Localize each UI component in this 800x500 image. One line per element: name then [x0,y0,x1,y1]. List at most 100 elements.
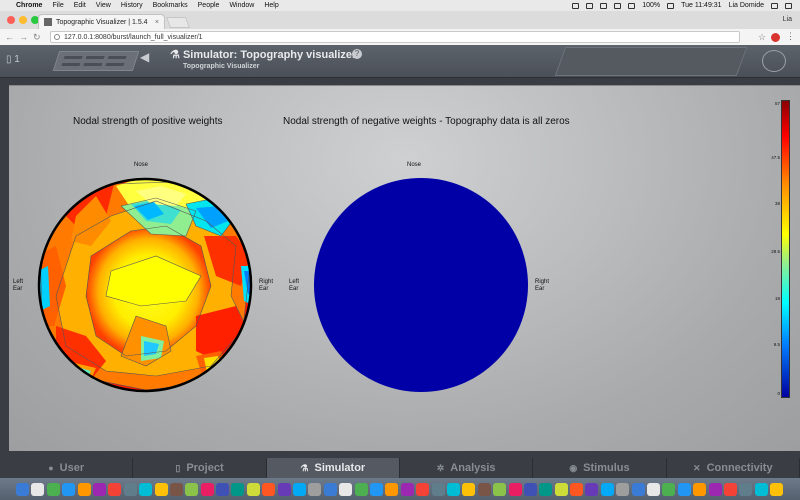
dock-app-icon[interactable] [354,482,368,496]
close-window-button[interactable] [7,16,15,24]
new-tab-button[interactable] [165,17,191,28]
site-info-icon[interactable] [54,34,60,40]
left-ear-label-left: Left Ear [13,279,24,292]
menu-edit[interactable]: Edit [73,2,86,9]
notification-center-icon[interactable] [785,2,792,9]
menu-view[interactable]: View [95,2,111,9]
dock-app-icon[interactable] [477,482,491,496]
dock-app-icon[interactable] [277,482,291,496]
dock-app-icon[interactable] [108,482,122,496]
dock-app-icon[interactable] [693,482,707,496]
dock-app-icon[interactable] [462,482,476,496]
colorbar [781,100,790,398]
menu-window[interactable]: Window [229,2,255,9]
dock-app-icon[interactable] [708,482,722,496]
spotlight-icon[interactable] [771,2,778,9]
dock-app-icon[interactable] [723,482,737,496]
dock-app-icon[interactable] [431,482,445,496]
dock-app-icon[interactable] [662,482,676,496]
dock-app-icon[interactable] [123,482,137,496]
project-toolbar[interactable] [52,51,140,71]
dock-app-icon[interactable] [62,482,76,496]
dock-app-icon[interactable] [200,482,214,496]
dock-app-icon[interactable] [339,482,353,496]
dock-app-icon[interactable] [739,482,753,496]
clock[interactable]: Tue 11:49:31 [681,2,722,9]
nav-user[interactable]: ● User [0,458,134,478]
minimize-window-button[interactable] [19,16,27,24]
dock-app-icon[interactable] [677,482,691,496]
reload-icon[interactable]: ↻ [33,32,41,42]
dock-app-icon[interactable] [139,482,153,496]
dock-app-icon[interactable] [92,482,106,496]
dock-app-icon[interactable] [385,482,399,496]
dock-app-icon[interactable] [293,482,307,496]
menu-file[interactable]: File [52,2,64,9]
dock-app-icon[interactable] [77,482,91,496]
chrome-menu-icon[interactable]: ⋮ [786,31,795,41]
forward-arrow-icon[interactable]: → [19,32,28,42]
dock-app-icon[interactable] [539,482,553,496]
status-icon[interactable] [586,2,594,9]
dock-app-icon[interactable] [323,482,337,496]
dock-app-icon[interactable] [154,482,168,496]
dock-app-icon[interactable] [493,482,507,496]
tray-icon[interactable] [600,2,608,9]
menubar-user[interactable]: Lia Domide [728,2,764,9]
dock-app-icon[interactable] [262,482,276,496]
wifi-icon[interactable] [614,2,622,9]
dock-app-icon[interactable] [446,482,460,496]
dock-app-icon[interactable] [616,482,630,496]
nav-project[interactable]: ▯ Project [133,458,267,478]
dock-app-icon[interactable] [523,482,537,496]
dock-app-icon[interactable] [631,482,645,496]
dock-app-icon[interactable] [231,482,245,496]
back-arrow-icon[interactable]: ◀ [140,50,150,64]
help-icon[interactable]: ? [352,49,362,59]
project-number: 1 [14,54,20,65]
dock-app-icon[interactable] [570,482,584,496]
dock-app-icon[interactable] [585,482,599,496]
bookmark-star-icon[interactable]: ☆ [758,32,767,42]
extension-icon[interactable] [771,33,780,42]
back-arrow-icon[interactable]: ← [5,32,14,42]
volume-icon[interactable] [628,2,636,9]
dock-app-icon[interactable] [308,482,322,496]
dropbox-icon[interactable] [572,2,580,9]
dock-app-icon[interactable] [554,482,568,496]
browser-tab[interactable]: Topographic Visualizer | 1.5.4 × [38,14,165,29]
dock-app-icon[interactable] [416,482,430,496]
project-indicator[interactable]: ▯ 1 [6,54,20,65]
dock-app-icon[interactable] [400,482,414,496]
tab-close-icon[interactable]: × [154,18,159,26]
maximize-window-button[interactable] [31,16,39,24]
dock-app-icon[interactable] [31,482,45,496]
nav-stimulus[interactable]: ◉ Stimulus [533,458,667,478]
menu-app-name[interactable]: Chrome [16,2,43,9]
nav-connectivity[interactable]: ✕ Connectivity [667,458,800,478]
dock-app-icon[interactable] [508,482,522,496]
menu-help[interactable]: Help [264,2,279,9]
dock-app-icon[interactable] [246,482,260,496]
dock-app-icon[interactable] [216,482,230,496]
dock-app-icon[interactable] [770,482,784,496]
dock-app-icon[interactable] [647,482,661,496]
nav-analysis[interactable]: ✲ Analysis [400,458,534,478]
battery-icon[interactable] [667,2,675,9]
dock-app-icon[interactable] [369,482,383,496]
negative-topography-map[interactable] [312,176,530,394]
chrome-profile-name[interactable]: Lia [782,16,792,23]
positive-topography-map[interactable] [36,176,254,394]
url-input[interactable]: 127.0.0.1:8080/burst/launch_full_visuali… [50,31,740,43]
menu-history[interactable]: History [120,2,143,9]
dock-app-icon[interactable] [600,482,614,496]
dock-app-icon[interactable] [16,482,29,496]
menu-bookmarks[interactable]: Bookmarks [152,2,188,9]
menu-people[interactable]: People [197,2,220,9]
dock-app-icon[interactable] [754,482,768,496]
dock-app-icon[interactable] [185,482,199,496]
dock-app-icon[interactable] [169,482,183,496]
nav-simulator[interactable]: ⚗ Simulator [266,458,400,478]
dock-app-icon[interactable] [46,482,60,496]
battery-percent[interactable]: 100% [642,2,661,9]
